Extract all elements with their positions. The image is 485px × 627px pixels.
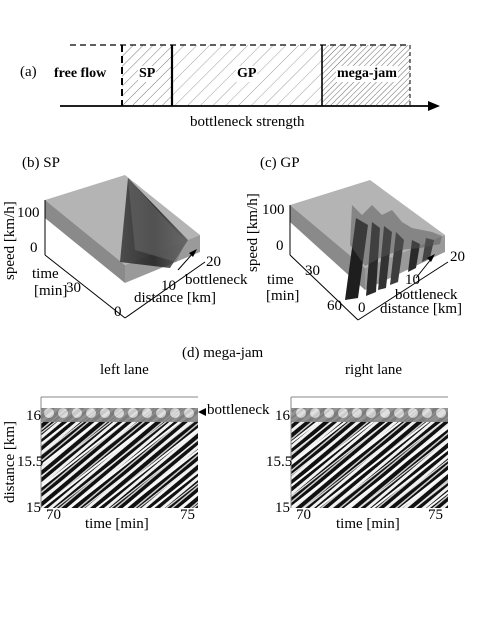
left-lane-ytick-16: 16 [26, 408, 41, 424]
panel-b-tick-0: 0 [30, 240, 38, 256]
regime-sp: SP [138, 66, 157, 82]
panel-c-distance-label: distance [km] [380, 301, 463, 317]
panel-c-tick-0: 0 [276, 238, 284, 254]
panel-d-left-title: left lane [100, 362, 149, 378]
panel-c-time-tick-30: 30 [305, 263, 320, 279]
panel-b-dist-tick-20: 20 [206, 254, 221, 270]
panel-c-time-axis [289, 254, 359, 321]
panel-b-tick-100: 100 [17, 205, 40, 221]
left-lane-ytick-15-5: 15.5 [17, 454, 44, 470]
left-lane-free-region [41, 397, 198, 408]
panel-b-time-tick-30: 30 [66, 280, 81, 296]
panel-c-surface [289, 180, 449, 321]
axis-label-bottleneck-strength: bottleneck strength [190, 114, 305, 130]
panel-b-sp-jam-shade [128, 178, 186, 262]
panel-d-right-title: right lane [345, 362, 403, 378]
panel-b-bottleneck-label: bottleneck [185, 272, 248, 288]
panel-b-dist-tick-10: 10 [161, 278, 176, 294]
panel-c-dist-tick-10: 10 [405, 272, 420, 288]
panel-c-bottleneck-label: bottleneck [395, 287, 458, 303]
left-lane-xtick-70: 70 [46, 507, 61, 523]
panel-c-bottleneck-arrow [415, 257, 433, 279]
panel-b-surface [44, 175, 206, 319]
panel-c-side-front [290, 205, 365, 290]
panel-d-bottleneck-label: bottleneck [207, 402, 270, 418]
panel-b-time-unit: [min] [34, 283, 68, 299]
right-lane-xtick-75: 75 [428, 507, 443, 523]
panel-b-time-label: time [32, 266, 59, 282]
panel-b-bottleneck-arrowhead [189, 249, 197, 257]
right-lane-bottleneck-band [291, 408, 448, 422]
right-lane-ytick-16: 16 [275, 408, 290, 424]
panel-b-label: (b) SP [22, 155, 60, 171]
panel-c-dist-tick-20: 20 [450, 249, 465, 265]
right-lane-ytick-15: 15 [275, 500, 290, 516]
panel-b-time-axis [44, 254, 126, 319]
left-lane-bottleneck-band [41, 408, 198, 422]
left-lane-ytick-15: 15 [26, 500, 41, 516]
right-lane-xlabel: time [min] [336, 516, 400, 532]
panel-b-distance-axis [124, 261, 206, 319]
panel-c-time-label: time [267, 272, 294, 288]
panel-d-title: (d) mega-jam [182, 345, 264, 361]
panel-b-distance-label: distance [km] [134, 290, 217, 306]
left-lane-xlabel: time [min] [85, 516, 149, 532]
right-lane-xtick-70: 70 [296, 507, 311, 523]
panel-c-dist-tick-0: 0 [358, 300, 366, 316]
regime-mega-jam: mega-jam [336, 66, 398, 82]
panel-a-label: (a) [20, 64, 37, 80]
left-lane-xtick-75: 75 [180, 507, 195, 523]
right-lane-free-region [291, 397, 448, 408]
panel-c-label: (c) GP [260, 155, 300, 171]
panel-b-time-tick-0: 0 [114, 304, 122, 320]
axis-arrowhead [428, 101, 440, 111]
panel-c-bottleneck-arrowhead [427, 254, 435, 262]
regime-free-flow: free flow [54, 66, 107, 81]
panel-c-distance-axis [357, 261, 449, 321]
panel-b-side-front [45, 200, 125, 283]
regime-gp: GP [236, 66, 258, 82]
panel-d-bottleneck-arrowhead [198, 408, 206, 416]
panel-c-jam-shade [350, 205, 442, 266]
right-lane-ytick-15-5: 15.5 [266, 454, 293, 470]
panel-c-time-unit: [min] [266, 288, 300, 304]
panel-c-time-tick-60: 60 [327, 298, 342, 314]
panel-c-tick-100: 100 [262, 202, 285, 218]
